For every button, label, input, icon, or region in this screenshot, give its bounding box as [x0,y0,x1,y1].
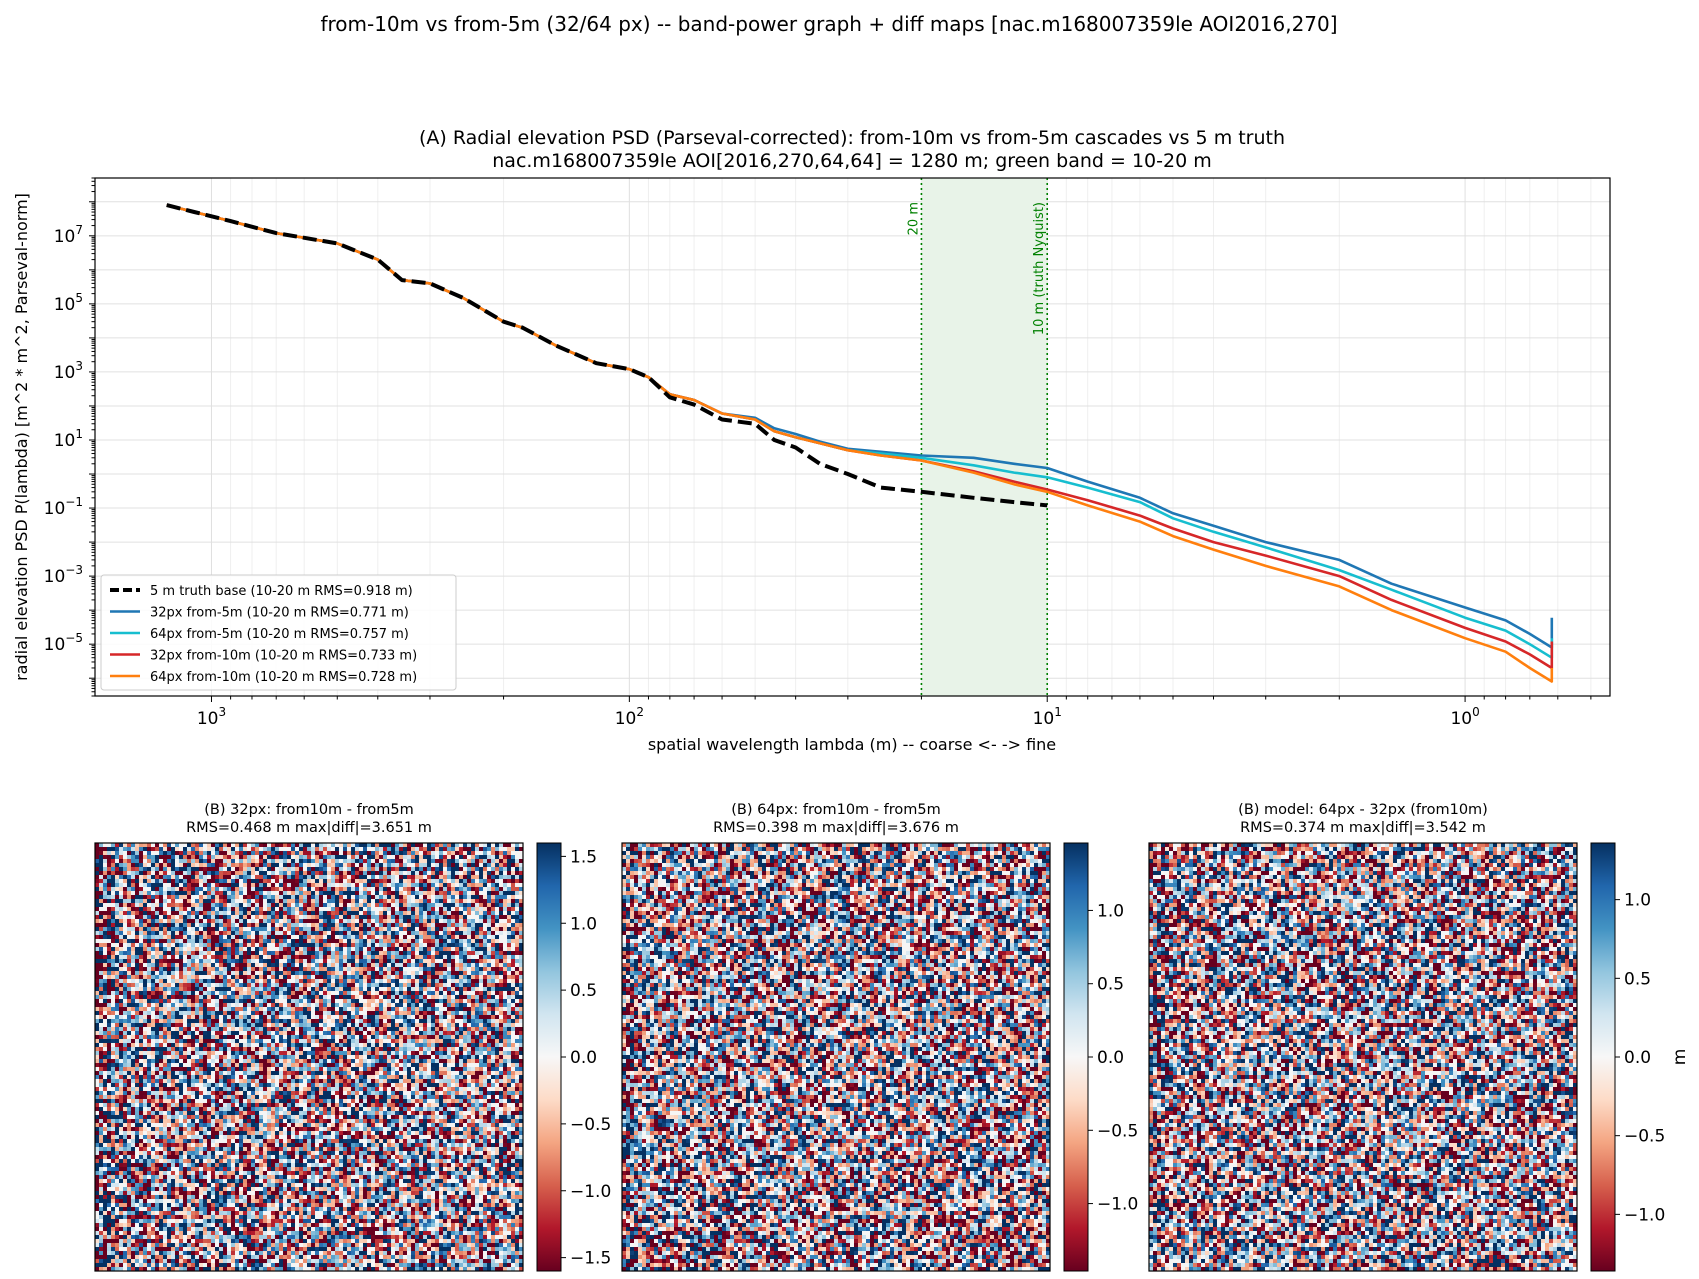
diff-map-frame [621,842,1051,1272]
colorbar-tick-label: 1.5 [570,847,597,867]
colorbar-tick-label: 0.0 [1624,1048,1651,1068]
colorbar-tick-label: 0.5 [1097,975,1124,995]
psd-y-tick-label: 107 [54,223,83,247]
psd-x-tick-label: 103 [197,705,226,729]
diff-map-colorbar [1063,842,1089,1272]
diff-map-title-line-1: (B) model: 64px - 32px (from10m) [1238,802,1488,818]
diff-map-title-line-2: RMS=0.468 m max|diff|=3.651 m [186,820,432,836]
psd-y-tick-label: 10−3 [44,563,83,587]
psd-legend-label: 5 m truth base (10-20 m RMS=0.918 m) [150,584,413,599]
diff-map-frame [1148,842,1578,1272]
psd-y-tick-label: 10−1 [44,495,83,519]
psd-legend-label: 32px from-5m (10-20 m RMS=0.771 m) [150,606,409,621]
psd-x-tick-label: 102 [615,705,644,729]
psd-band-label: 20 m [906,202,921,235]
psd-green-band: 20 m 10 m (truth Nyquist) [906,178,1049,696]
colorbar-tick-label: 1.0 [570,914,597,934]
psd-x-tick-label: 100 [1450,705,1479,729]
psd-band-fill [921,178,1048,696]
diff-map-colorbar [1590,842,1616,1272]
colorbar-tick-label: 0.0 [1097,1048,1124,1068]
psd-y-axis-label: radial elevation PSD P(lambda) [m^2 * m^… [12,193,31,681]
psd-y-tick-label: 105 [54,291,83,315]
diff-map-colorbar [536,842,562,1272]
diff-map-title-line-1: (B) 32px: from10m - from5m [204,802,413,818]
figure-suptitle: from-10m vs from-5m (32/64 px) -- band-p… [320,12,1337,36]
psd-band-label: 10 m (truth Nyquist) [1032,202,1047,335]
psd-y-tick-label: 10−5 [44,631,83,655]
colorbar-tick-label: −1.5 [570,1249,611,1269]
psd-axes-frame [94,177,1611,697]
diff-map-panels: (B) 32px: from10m - from5m RMS=0.468 m ma… [94,802,1690,1272]
psd-series-line-1 [166,203,1048,508]
diff-map-heatmap [95,843,523,1271]
psd-legend: 5 m truth base (10-20 m RMS=0.918 m) 32px… [100,574,457,691]
diff-map-heatmap [622,843,1050,1271]
colorbar-unit-label: m [1670,1049,1690,1066]
psd-legend-label: 64px from-10m (10-20 m RMS=0.728 m) [150,670,417,685]
psd-x-tick-label: 101 [1033,705,1062,729]
psd-panel: (A) Radial elevation PSD (Parseval-corre… [12,127,1611,754]
psd-series-lines [166,203,1554,683]
psd-x-axis-label: spatial wavelength lambda (m) -- coarse … [648,735,1056,754]
psd-gridlines [95,178,1610,696]
colorbar-tick-label: −1.0 [570,1182,611,1202]
psd-y-ticks: 10−5 10−3 10−1 101 103 105 107 [44,177,95,697]
colorbar-tick-label: 0.5 [570,981,597,1001]
colorbar-tick-label: −0.5 [570,1115,611,1135]
psd-title-line-2: nac.m168007359le AOI[2016,270,64,64] = 1… [492,150,1211,172]
psd-legend-label: 64px from-5m (10-20 m RMS=0.757 m) [150,627,409,642]
colorbar-tick-label: −0.5 [1624,1127,1665,1147]
colorbar-tick-label: 1.0 [1097,901,1124,921]
psd-x-ticks: 103 102 101 100 [197,696,1592,729]
diff-map-title-line-1: (B) 64px: from10m - from5m [731,802,940,818]
colorbar-tick-label: −1.0 [1097,1195,1138,1215]
psd-y-tick-label: 103 [54,359,83,383]
psd-legend-box [100,574,457,691]
colorbar-tick-label: −0.5 [1097,1121,1138,1141]
diff-map-frame [94,842,524,1272]
diff-map-title-line-2: RMS=0.374 m max|diff|=3.542 m [1240,820,1486,836]
diff-map-title-line-2: RMS=0.398 m max|diff|=3.676 m [713,820,959,836]
psd-legend-label: 32px from-10m (10-20 m RMS=0.733 m) [150,649,417,664]
colorbar-tick-label: 0.5 [1624,969,1651,989]
colorbar-tick-label: −1.0 [1624,1205,1665,1225]
psd-y-tick-label: 101 [54,427,83,451]
colorbar-tick-label: 1.0 [1624,891,1651,911]
colorbar-tick-label: 0.0 [570,1048,597,1068]
psd-title-line-1: (A) Radial elevation PSD (Parseval-corre… [419,127,1285,149]
diff-map-heatmap [1149,843,1577,1271]
